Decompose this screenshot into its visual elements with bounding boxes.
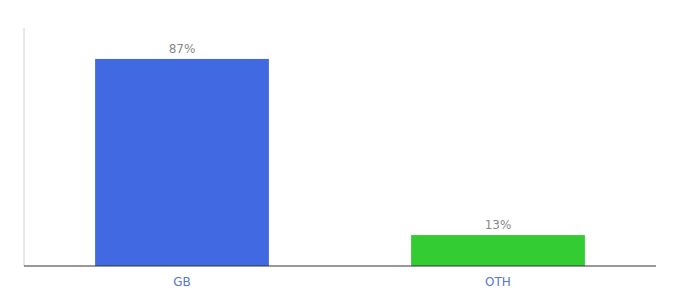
data-label: 13%: [485, 218, 512, 232]
x-tick-label: OTH: [485, 275, 511, 289]
data-label: 87%: [169, 42, 196, 56]
chart: 87% 13% GB OTH: [0, 0, 680, 300]
x-tick-label: GB: [173, 275, 191, 289]
chart-container: 87% 13% GB OTH: [0, 0, 680, 300]
bar: [411, 235, 585, 266]
bars: [95, 59, 585, 266]
bar: [95, 59, 269, 266]
y-axis-line: [24, 28, 25, 266]
data-labels: 87% 13%: [169, 42, 512, 232]
x-axis: GB OTH: [24, 266, 656, 289]
x-axis-line: [24, 266, 656, 267]
